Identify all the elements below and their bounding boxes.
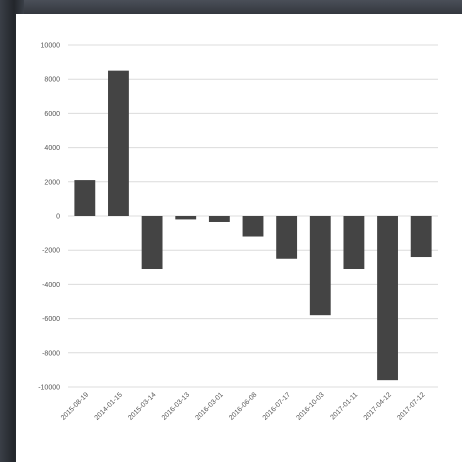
y-tick-label: 8000 — [44, 77, 60, 84]
y-tick-label: 10000 — [41, 43, 61, 50]
bars — [74, 70, 432, 381]
x-tick-label: 2015-08-19 — [60, 391, 90, 421]
x-tick-label: 2016-03-01 — [195, 391, 225, 421]
bar — [242, 216, 264, 237]
x-tick-label: 2016-07-17 — [262, 391, 292, 421]
y-tick-label: -10000 — [38, 385, 60, 392]
x-axis-labels: 2015-08-19 2014-01-15 2015-03-14 2016-03-13… — [60, 391, 427, 421]
x-tick-label: 2016-06-08 — [228, 391, 258, 421]
y-tick-label: -2000 — [42, 248, 60, 255]
bar — [276, 216, 298, 259]
grid-lines — [68, 44, 438, 388]
bar — [343, 216, 365, 270]
bar — [410, 216, 432, 258]
x-tick-label: 2016-10-03 — [295, 391, 325, 421]
bar — [309, 216, 331, 316]
x-tick-label: 2017-01-11 — [329, 391, 359, 421]
bar — [208, 216, 230, 222]
y-tick-label: 0 — [56, 214, 60, 221]
x-tick-label: 2017-07-12 — [396, 391, 426, 421]
y-tick-label: -6000 — [42, 316, 60, 323]
bar — [175, 216, 197, 220]
x-tick-label: 2015-03-14 — [127, 391, 157, 421]
bar — [108, 70, 129, 217]
y-tick-label: 2000 — [44, 179, 60, 186]
x-tick-label: 2016-03-13 — [161, 391, 191, 421]
y-tick-label: 4000 — [44, 145, 60, 152]
x-tick-label: 2014-01-15 — [94, 391, 124, 421]
y-tick-label: -8000 — [42, 350, 60, 357]
bar — [74, 180, 96, 216]
y-axis-labels: 10000 8000 6000 4000 2000 0 -2000 -4000 -6000 -80… — [38, 43, 60, 392]
x-tick-label: 2017-04-12 — [363, 391, 393, 421]
bar — [377, 216, 398, 381]
y-tick-label: -4000 — [42, 282, 60, 289]
y-tick-label: 6000 — [44, 111, 60, 118]
bar — [141, 216, 163, 270]
